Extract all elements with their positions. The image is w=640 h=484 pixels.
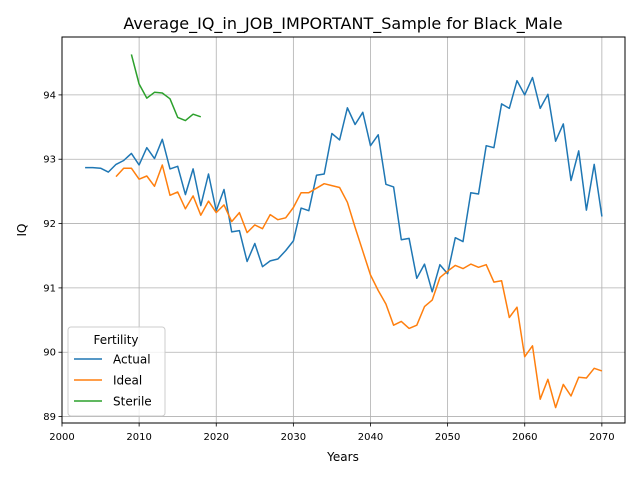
y-tick-label: 92 <box>43 219 56 230</box>
series-line-actual <box>85 76 603 293</box>
x-tick-label: 2070 <box>589 432 614 443</box>
x-tick-label: 2010 <box>126 432 151 443</box>
x-tick-label: 2040 <box>358 432 383 443</box>
x-axis-label: Years <box>326 450 359 464</box>
legend-label-ideal: Ideal <box>113 374 142 388</box>
grid <box>61 37 625 423</box>
legend: Fertility Actual Ideal Sterile <box>67 326 166 417</box>
y-tick-label: 93 <box>43 155 56 166</box>
y-tick-label: 91 <box>43 283 56 294</box>
legend-label-sterile: Sterile <box>113 395 152 409</box>
legend-label-actual: Actual <box>113 353 151 367</box>
x-tick-label: 2050 <box>435 432 460 443</box>
chart-title: Average_IQ_in_JOB_IMPORTANT_Sample for B… <box>123 14 562 34</box>
y-tick-label: 90 <box>43 348 56 359</box>
legend-box <box>67 326 166 417</box>
legend-title: Fertility <box>93 333 138 347</box>
y-tick-label: 94 <box>43 90 56 101</box>
series-lines <box>85 54 603 409</box>
y-axis-label: IQ <box>15 224 29 237</box>
x-tick-label: 2000 <box>49 432 74 443</box>
x-tick-label: 2020 <box>204 432 229 443</box>
series-line-sterile <box>130 54 202 122</box>
plot-area-frame <box>61 36 626 424</box>
y-tick-label: 89 <box>43 412 56 423</box>
x-tick-label: 2030 <box>281 432 306 443</box>
axes: 2000 2010 2020 2030 2040 2050 2060 2070 89 90 91 92… <box>43 90 614 443</box>
series-line-ideal <box>115 164 603 409</box>
x-tick-label: 2060 <box>512 432 537 443</box>
